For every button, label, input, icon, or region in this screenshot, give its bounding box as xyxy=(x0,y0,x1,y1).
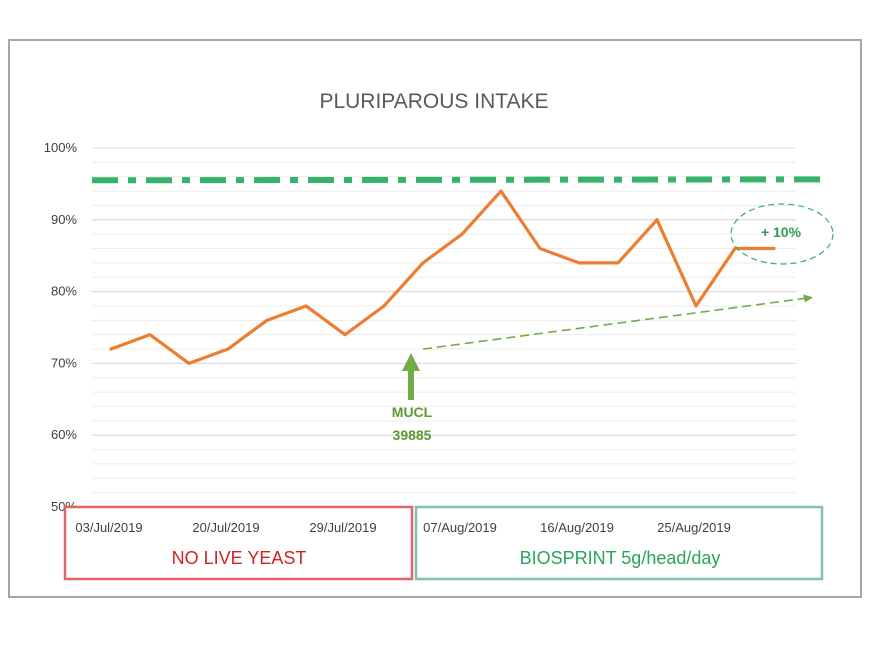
no-live-yeast-band xyxy=(63,505,414,581)
data-point xyxy=(226,347,230,351)
chart-frame xyxy=(8,39,862,598)
x-tick-label: 25/Aug/2019 xyxy=(657,520,731,535)
x-tick-label: 16/Aug/2019 xyxy=(540,520,614,535)
data-point xyxy=(343,333,347,337)
y-tick-label: 90% xyxy=(51,212,77,227)
data-point xyxy=(655,218,659,222)
up-arrow-icon xyxy=(402,353,420,400)
data-point xyxy=(694,304,698,308)
no-live-yeast-label: NO LIVE YEAST xyxy=(172,548,307,568)
trend-line-mark xyxy=(422,297,806,350)
chart-title: PLURIPAROUS INTAKE xyxy=(319,90,548,113)
target-line-mark xyxy=(91,176,823,184)
trend-line xyxy=(422,294,813,350)
x-axis-ticks: 03/Jul/2019 20/Jul/2019 29/Jul/2019 07/Aug/… xyxy=(75,520,730,535)
series-layer xyxy=(109,189,776,365)
data-point xyxy=(499,189,503,193)
increase-ellipse xyxy=(730,203,834,265)
data-point xyxy=(187,361,191,365)
data-point xyxy=(382,304,386,308)
annotations: + 10% MUCL 39885 xyxy=(392,203,834,443)
y-tick-label: 60% xyxy=(51,427,77,442)
data-point xyxy=(733,247,737,251)
y-tick-label: 70% xyxy=(51,355,77,370)
x-tick-label: 29/Jul/2019 xyxy=(309,520,376,535)
biosprint-label: BIOSPRINT 5g/head/day xyxy=(520,548,721,568)
data-point xyxy=(577,261,581,265)
data-point xyxy=(148,333,152,337)
trend-arrowhead-icon xyxy=(803,294,813,303)
y-tick-label: 100% xyxy=(44,140,78,155)
data-point xyxy=(304,304,308,308)
data-point xyxy=(616,261,620,265)
data-point xyxy=(538,247,542,251)
series-line xyxy=(109,189,776,365)
increase-label: + 10% xyxy=(761,224,802,240)
x-tick-label: 07/Aug/2019 xyxy=(423,520,497,535)
data-point xyxy=(460,232,464,236)
data-point xyxy=(265,318,269,322)
x-tick-label: 20/Jul/2019 xyxy=(192,520,259,535)
target-line xyxy=(91,176,823,184)
gridlines xyxy=(92,147,796,508)
data-point xyxy=(772,247,776,251)
biosprint-band xyxy=(414,505,824,581)
data-point xyxy=(421,261,425,265)
arrow-label-line1: MUCL xyxy=(392,404,433,420)
y-tick-label: 80% xyxy=(51,284,77,299)
data-point xyxy=(109,347,113,351)
x-tick-label: 03/Jul/2019 xyxy=(75,520,142,535)
arrow-label-line2: 39885 xyxy=(393,427,432,443)
y-axis-ticks: 50%60%70%80%90%100% xyxy=(44,140,78,514)
